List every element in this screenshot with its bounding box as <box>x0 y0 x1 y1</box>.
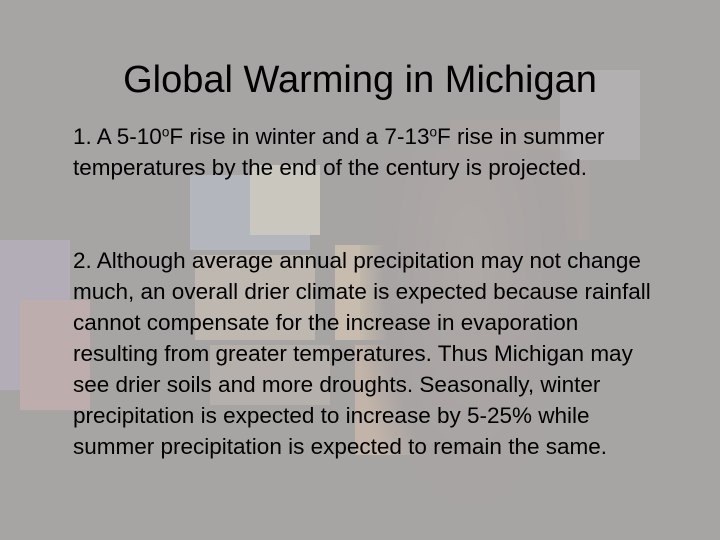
point-1-text-start: 1. A 5-10 <box>73 124 162 149</box>
degree-superscript: o <box>161 124 170 140</box>
bullet-point-1: 1. A 5-10oF rise in winter and a 7-13oF … <box>73 121 663 183</box>
slide-title: Global Warming in Michigan <box>123 59 597 101</box>
point-1-text-middle: F rise in winter and a 7-13 <box>169 124 430 149</box>
degree-superscript: o <box>429 124 437 140</box>
bullet-point-2: 2. Although average annual precipitation… <box>73 248 651 459</box>
point-1-text-end: F rise in summer temperatures by the end… <box>73 124 605 180</box>
